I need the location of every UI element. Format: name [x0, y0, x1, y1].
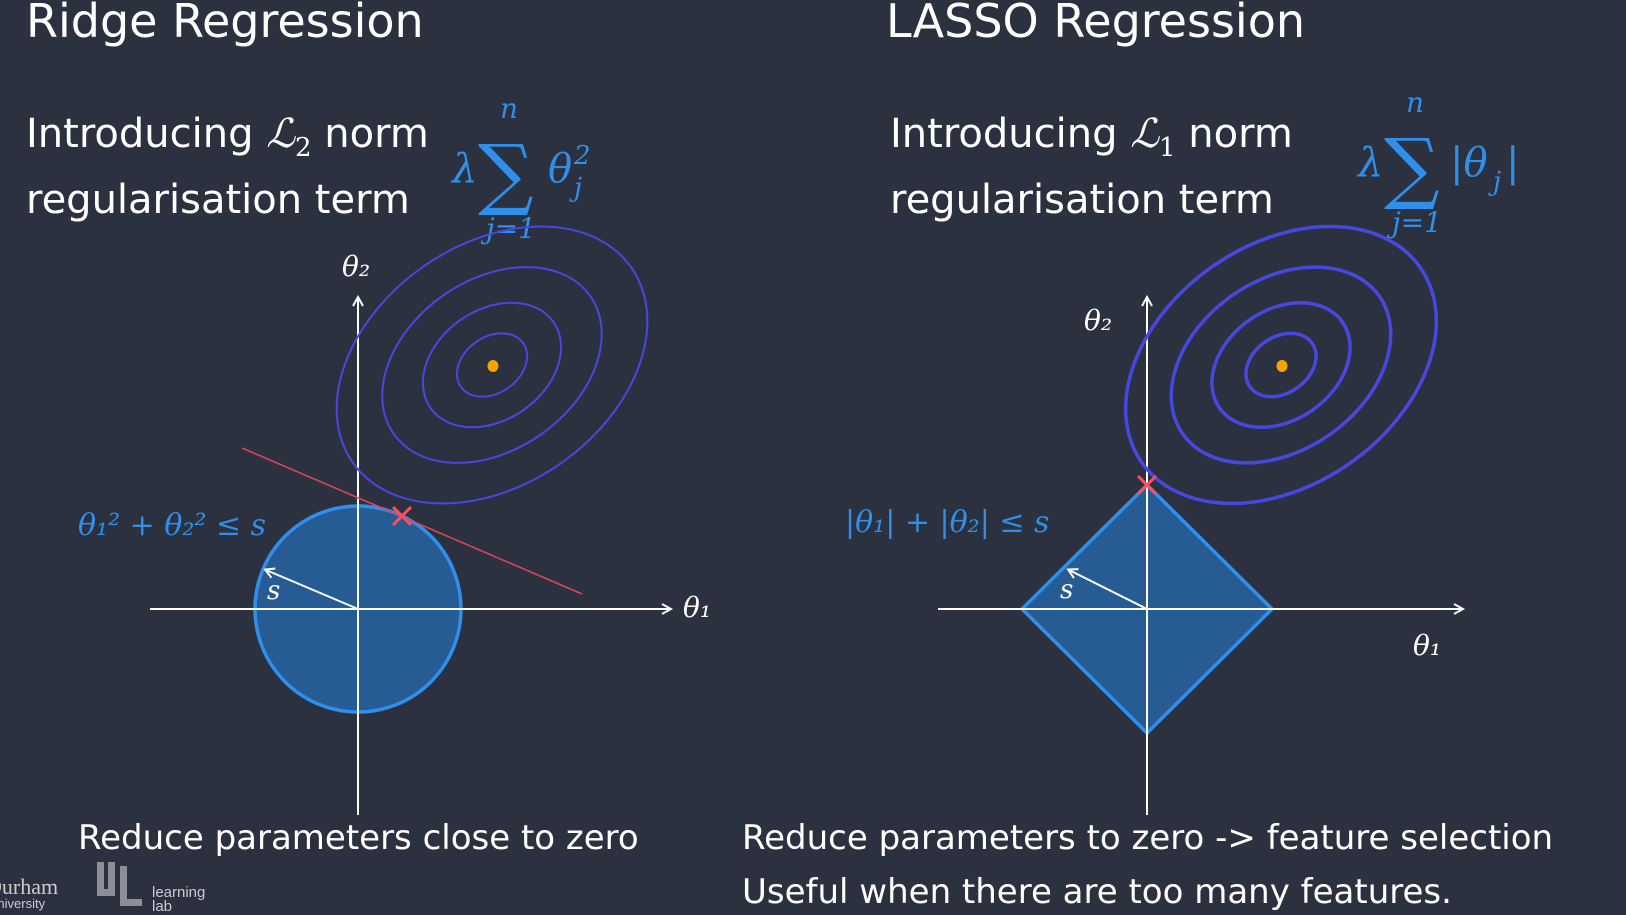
ridge-y-axis-label: θ₂ — [342, 250, 370, 283]
lasso-intro: Introducing ℒ1 norm regularisation term — [890, 108, 1293, 226]
lasso-penalty-sigma: ∑ — [1384, 123, 1440, 213]
ridge-intro-line2: regularisation term — [26, 177, 410, 223]
ridge-constraint-label: θ₁² + θ₂² ≤ s — [78, 508, 266, 543]
lasso-norm-symbol: ℒ1 — [1130, 111, 1176, 163]
lasso-caption-line1: Reduce parameters to zero -> feature sel… — [742, 818, 1554, 858]
ridge-tangent-line — [241, 447, 583, 595]
ridge-diagram: s θ₁ θ₂ θ₁² + θ₂² ≤ s — [78, 225, 711, 815]
lasso-intro-word: Introducing — [890, 111, 1118, 157]
ridge-penalty-formula: λ ∑ n j=1 θ 2 j — [450, 92, 591, 245]
durham-logo-sub: University — [0, 896, 46, 911]
ridge-penalty-lambda: λ — [450, 146, 477, 192]
lasso-penalty-upper: n — [1406, 86, 1424, 119]
ridge-x-axis-label: θ₁ — [683, 591, 711, 624]
durham-logo-name: Durham — [0, 874, 59, 899]
lasso-title: LASSO Regression — [886, 0, 1305, 48]
lasso-penalty-term-sub: j — [1488, 167, 1501, 197]
ridge-penalty-lower: j=1 — [480, 212, 536, 245]
lasso-optimum-point — [1276, 360, 1288, 372]
ridge-penalty-term-sup: 2 — [573, 141, 591, 171]
lasso-radius-arrow — [1069, 570, 1148, 610]
ridge-radius-label: s — [267, 576, 280, 606]
ridge-title: Ridge Regression — [26, 0, 424, 48]
lasso-contour-2 — [1169, 265, 1393, 465]
lasso-constraint-label: |θ₁| + |θ₂| ≤ s — [845, 505, 1049, 540]
ridge-solution-marker — [391, 505, 413, 527]
lasso-radius-label: s — [1060, 575, 1073, 605]
lasso-contour-4 — [1244, 331, 1318, 399]
lasso-error-contours — [1123, 224, 1439, 506]
ridge-penalty-upper: n — [500, 92, 518, 125]
lasso-solution-marker — [1136, 474, 1158, 496]
lasso-penalty-lambda: λ — [1356, 140, 1383, 186]
lasso-caption-line2: Useful when there are too many features. — [742, 872, 1452, 912]
ridge-contour-4 — [455, 332, 529, 398]
ridge-error-contours — [335, 225, 649, 505]
learning-lab-line2: lab — [152, 898, 173, 915]
lasso-norm-word: norm — [1188, 111, 1293, 157]
ridge-caption: Reduce parameters close to zero — [78, 818, 639, 858]
ridge-intro-word: Introducing — [26, 111, 254, 157]
lasso-penalty-lower: j=1 — [1386, 206, 1442, 239]
ridge-contour-3 — [421, 301, 563, 429]
learning-lab-logo-icon — [97, 862, 142, 906]
lasso-intro-line2: regularisation term — [890, 177, 1274, 223]
ridge-norm-symbol: ℒ2 — [266, 111, 312, 163]
lasso-contour-3 — [1210, 300, 1352, 430]
lasso-contour-1 — [1123, 224, 1439, 506]
ridge-penalty-sigma: ∑ — [478, 129, 534, 219]
ridge-norm-sub: 2 — [295, 133, 312, 163]
ridge-radius-arrow — [266, 570, 359, 610]
ridge-intro: Introducing ℒ2 norm regularisation term — [26, 108, 429, 226]
ridge-optimum-point — [487, 360, 499, 372]
lasso-x-axis-label: θ₁ — [1413, 629, 1441, 662]
ridge-penalty-term: θ — [548, 146, 572, 192]
ridge-norm-word: norm — [324, 111, 429, 157]
ridge-contour-1 — [335, 225, 649, 505]
lasso-diagram: s θ₁ θ₂ |θ₁| + |θ₂| ≤ s — [845, 224, 1489, 815]
lasso-penalty-term-close: | — [1506, 140, 1519, 186]
lasso-penalty-formula: λ ∑ n j=1 |θ j | — [1356, 86, 1519, 239]
lasso-norm-sub: 1 — [1159, 133, 1176, 163]
ridge-contour-2 — [381, 266, 603, 464]
lasso-penalty-term: |θ — [1450, 140, 1488, 186]
learning-lab-line1: learning — [152, 884, 206, 901]
lasso-y-axis-label: θ₂ — [1084, 304, 1112, 337]
